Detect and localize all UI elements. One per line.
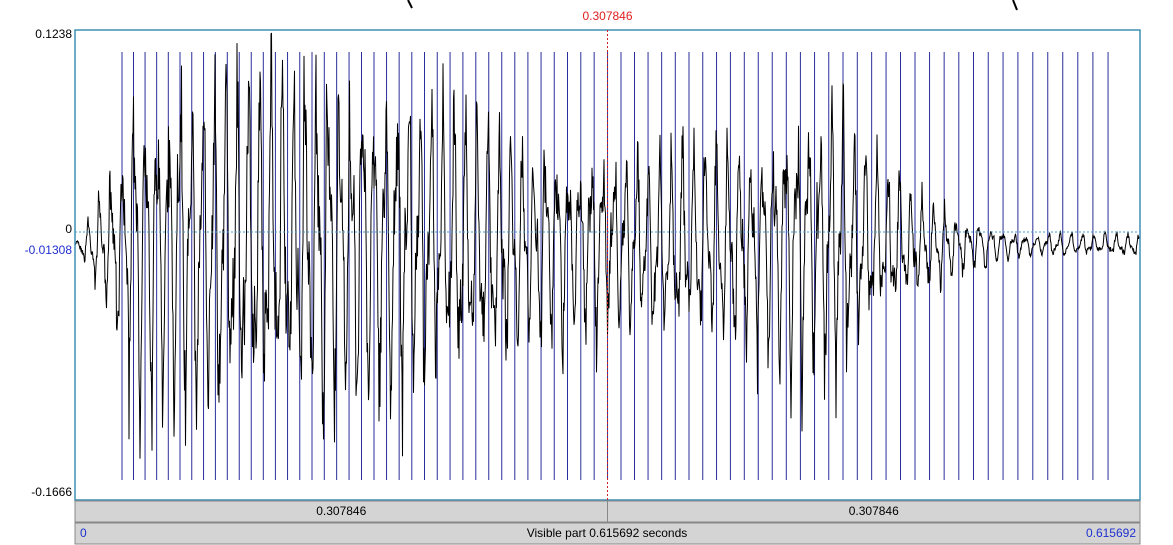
y-top-label: 0.1238 xyxy=(35,27,72,41)
clipped-glyphs xyxy=(407,0,1018,11)
time-end: 0.615692 xyxy=(1086,526,1136,540)
y-cursor-label: -0.01308 xyxy=(25,243,73,257)
visible-part: Visible part 0.615692 seconds xyxy=(527,526,688,540)
time-bar xyxy=(74,522,1141,545)
waveform-layer xyxy=(74,32,1141,480)
cursor-time: 0.307846 xyxy=(582,9,632,23)
y-zero-label: 0 xyxy=(65,222,72,236)
y-bottom-label: -0.1666 xyxy=(31,485,72,499)
selection-left: 0.307846 xyxy=(316,504,366,518)
selection-right: 0.307846 xyxy=(849,504,899,518)
time-start: 0 xyxy=(80,526,87,540)
